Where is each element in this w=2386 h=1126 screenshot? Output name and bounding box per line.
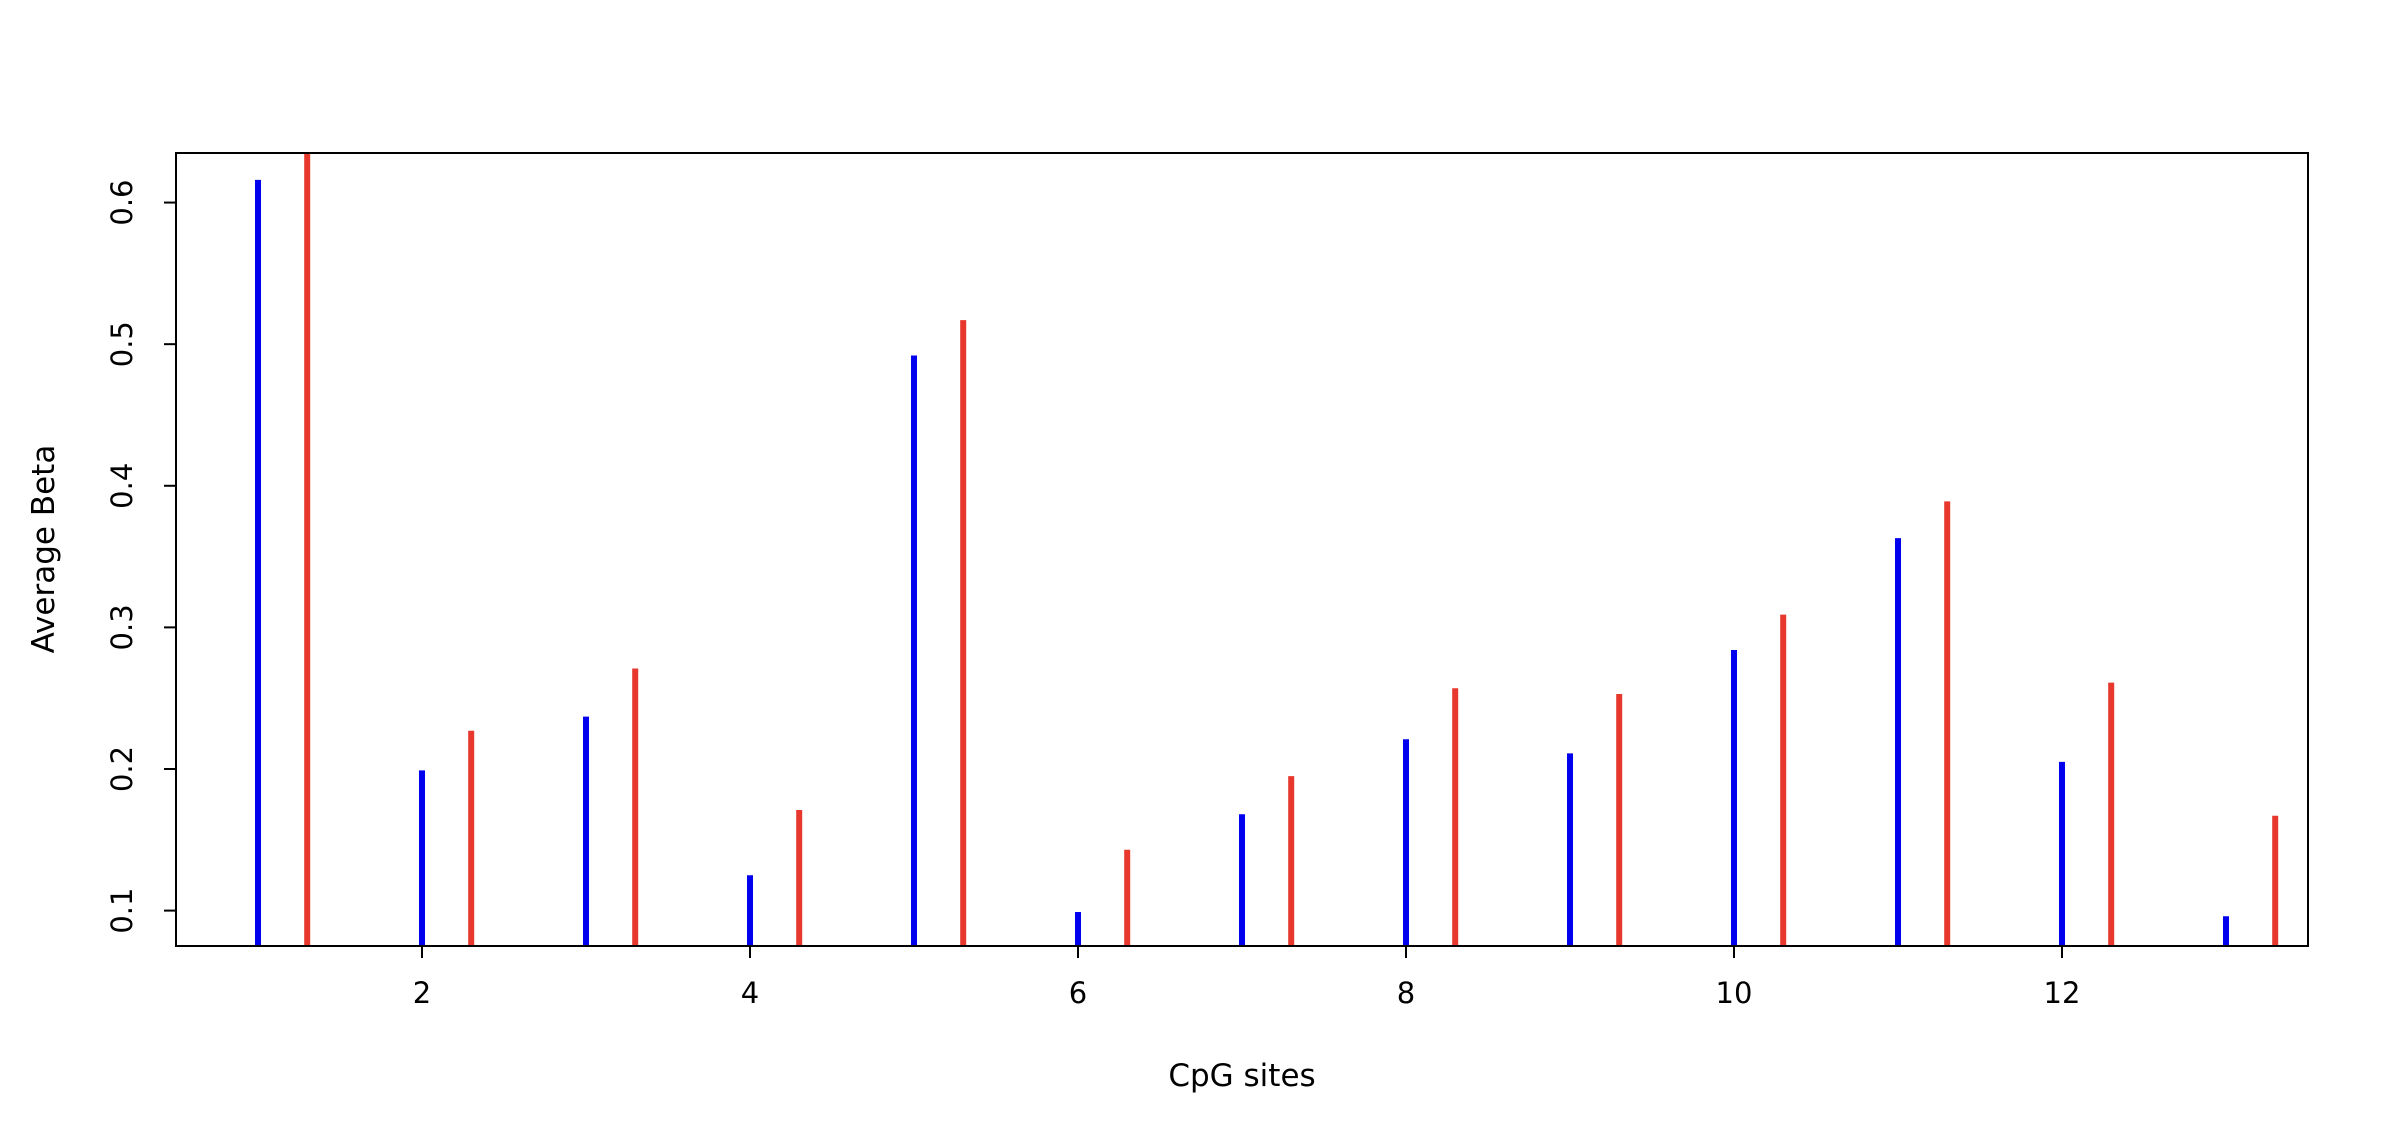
y-axis: 0.1 0.2 0.3 0.4 0.5 0.6: [105, 180, 176, 934]
bars-layer: [255, 153, 2279, 946]
x-tick-label: 8: [1397, 976, 1415, 1010]
x-tick-label: 4: [741, 976, 759, 1010]
x-tick-label: 2: [413, 976, 431, 1010]
plot-frame: [175, 152, 2309, 947]
y-tick-label: 0.4: [105, 463, 139, 509]
x-tick-label: 12: [2044, 976, 2081, 1010]
x-axis-title: CpG sites: [1168, 1058, 1315, 1094]
x-axis: 2 4 6 8 10 12: [413, 946, 2081, 1010]
y-tick-label: 0.6: [105, 180, 139, 226]
y-tick-label: 0.5: [105, 321, 139, 367]
y-tick-label: 0.3: [105, 604, 139, 650]
y-axis-title: Average Beta: [26, 445, 62, 654]
y-tick-label: 0.1: [105, 888, 139, 934]
x-tick-label: 6: [1069, 976, 1087, 1010]
y-tick-label: 0.2: [105, 746, 139, 792]
x-tick-label: 10: [1716, 976, 1753, 1010]
